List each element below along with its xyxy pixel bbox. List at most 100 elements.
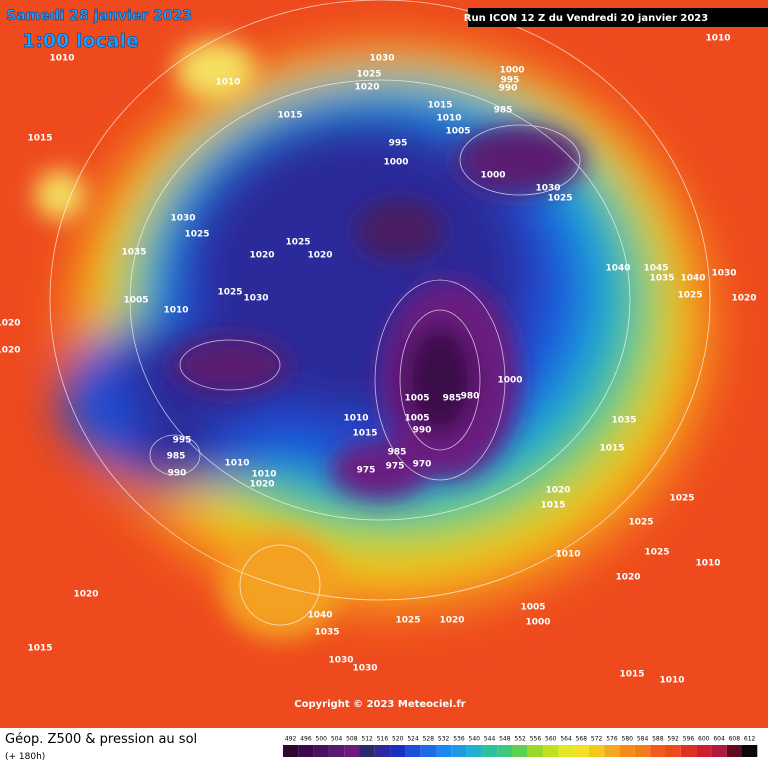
isobar-label: 1010 xyxy=(163,306,188,316)
isobar-label: 1005 xyxy=(404,414,429,424)
scale-label: 548 xyxy=(499,736,511,743)
scale-swatch xyxy=(558,745,574,757)
scale-label: 564 xyxy=(560,736,572,743)
copyright: Copyright © 2023 Meteociel.fr xyxy=(294,699,465,710)
isobar-label: 1020 xyxy=(307,251,332,261)
scale-label: 532 xyxy=(438,736,450,743)
isobar-label: 995 xyxy=(501,76,520,86)
isobar-label: 990 xyxy=(413,426,432,436)
isobar-label: 1035 xyxy=(314,628,339,638)
scale-label: 516 xyxy=(377,736,389,743)
isobar-label: 1015 xyxy=(352,429,377,439)
isobar-label: 1020 xyxy=(0,346,21,356)
scale-label: 524 xyxy=(407,736,419,743)
low-centres xyxy=(35,40,585,640)
footer-subtitle: (+ 180h) xyxy=(5,752,45,762)
isobar-label: 1010 xyxy=(659,676,684,686)
isobar-label: 985 xyxy=(167,452,186,462)
scale-swatch xyxy=(512,745,528,757)
isobar-label: 985 xyxy=(388,448,407,458)
scale-swatch xyxy=(328,745,345,757)
scale-label: 540 xyxy=(469,736,481,743)
isobar-label: 1015 xyxy=(27,134,52,144)
isobar-label: 1035 xyxy=(649,274,674,284)
isobar-label: 1005 xyxy=(404,394,429,404)
isobar-label: 1030 xyxy=(369,54,394,64)
isobar-label: 1040 xyxy=(307,611,332,621)
isobar-label: 1015 xyxy=(427,101,452,111)
scale-label: 608 xyxy=(729,736,741,743)
isobar-label: 1025 xyxy=(184,230,209,240)
isobar-label: 1030 xyxy=(170,214,195,224)
isobar-label: 995 xyxy=(173,436,192,446)
isobar-label: 1025 xyxy=(285,238,310,248)
isobar-label: 1035 xyxy=(121,248,146,258)
isobar-label: 1020 xyxy=(73,590,98,600)
isobar-label: 1015 xyxy=(619,670,644,680)
scale-swatch xyxy=(298,745,314,757)
isobar-label: 990 xyxy=(499,84,518,94)
scale-label: 512 xyxy=(361,736,373,743)
isobar-label: 1010 xyxy=(705,34,730,44)
isobar-label: 1010 xyxy=(343,414,368,424)
scale-swatch xyxy=(543,745,559,757)
local-time: 1:00 locale xyxy=(22,30,139,52)
isobar-label: 975 xyxy=(357,466,376,476)
isobar-label: 1030 xyxy=(352,664,377,674)
scale-label: 552 xyxy=(514,736,526,743)
isobar-label: 1025 xyxy=(395,616,420,626)
scale-swatch xyxy=(711,745,727,757)
isobar-label: 1005 xyxy=(445,127,470,137)
scale-label: 604 xyxy=(713,736,725,743)
scale-label: 576 xyxy=(606,736,618,743)
isobar-label: 1030 xyxy=(535,184,560,194)
isobar-label: 1020 xyxy=(545,486,570,496)
scale-swatch xyxy=(405,745,421,757)
scale-swatch xyxy=(466,745,482,757)
scale-swatch xyxy=(359,745,375,757)
scale-swatch xyxy=(604,745,620,757)
scale-swatch xyxy=(726,745,742,757)
scale-label: 556 xyxy=(530,736,542,743)
scale-swatch xyxy=(344,745,360,757)
scale-swatch xyxy=(451,745,467,757)
isobar-label: 1030 xyxy=(711,269,736,279)
isobar-label: 1025 xyxy=(628,518,653,528)
scale-label: 580 xyxy=(622,736,634,743)
scale-swatch xyxy=(619,745,635,757)
isobar-label: 985 xyxy=(443,394,462,404)
scale-label: 504 xyxy=(331,736,343,743)
scale-label: 496 xyxy=(300,736,312,743)
scale-swatch xyxy=(696,745,712,757)
scale-label: 592 xyxy=(667,736,679,743)
isobar-label: 1020 xyxy=(354,83,379,93)
scale-label: 584 xyxy=(637,736,649,743)
isobar-label: 1015 xyxy=(540,501,565,511)
scale-swatch xyxy=(436,745,452,757)
color-scale: 492 496 500 504 508 512 516 520 524 528 532 536 540 5… xyxy=(283,736,758,757)
isobar-label: 1000 xyxy=(480,171,505,181)
isobar-lines xyxy=(49,0,711,626)
footer-title: Géop. Z500 & pression au sol xyxy=(5,732,197,747)
isobar-label: 1015 xyxy=(599,444,624,454)
isobar-label: 1000 xyxy=(499,66,524,76)
isobar-label: 1030 xyxy=(328,656,353,666)
isobar-label: 1020 xyxy=(731,294,756,304)
scale-swatch xyxy=(742,745,758,757)
isobar-label: 1010 xyxy=(215,78,240,88)
scale-label: 612 xyxy=(744,736,756,743)
isobar-label: 1020 xyxy=(249,251,274,261)
scale-label: 568 xyxy=(576,736,588,743)
isobar-label: 1035 xyxy=(611,416,636,426)
scale-swatch xyxy=(573,745,589,757)
scale-swatch xyxy=(313,745,329,757)
isobar-label: 1025 xyxy=(217,288,242,298)
scale-label: 600 xyxy=(698,736,710,743)
isobar-label: 995 xyxy=(389,139,408,149)
scale-label: 544 xyxy=(484,736,496,743)
isobar-label: 1020 xyxy=(0,319,21,329)
isobar-label: 1020 xyxy=(249,480,274,490)
scale-label: 596 xyxy=(683,736,695,743)
